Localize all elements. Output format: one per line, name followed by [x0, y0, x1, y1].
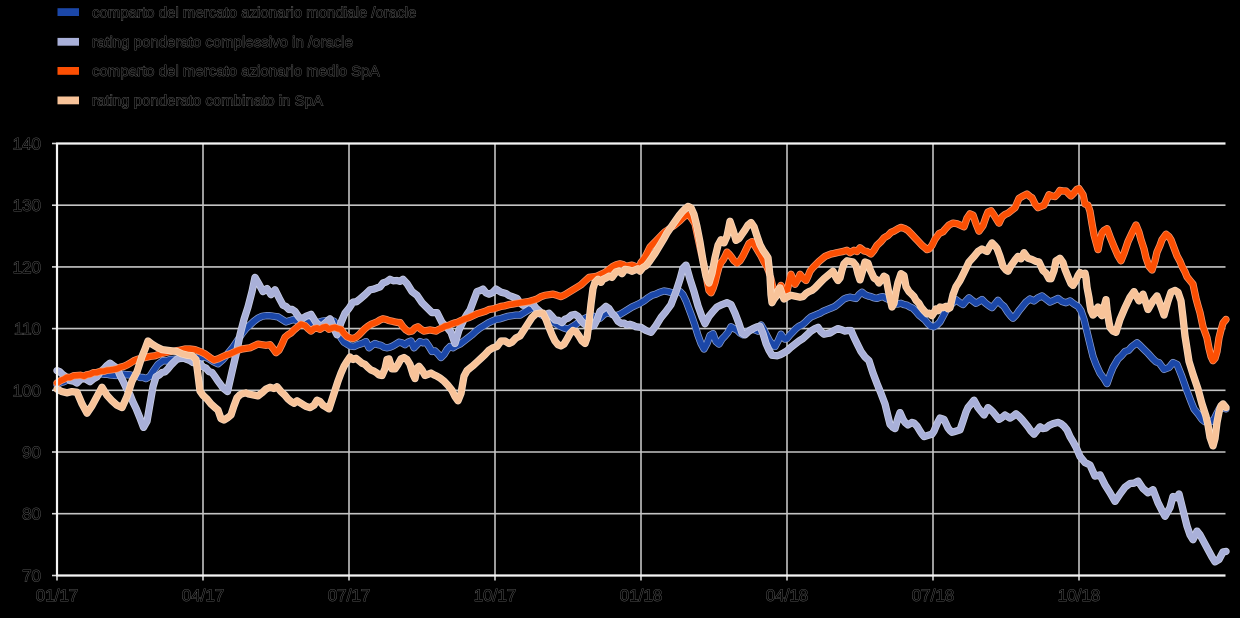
- svg-text:04/17: 04/17: [182, 586, 225, 605]
- svg-text:01/17: 01/17: [36, 586, 79, 605]
- svg-text:140: 140: [13, 135, 41, 154]
- svg-text:rating ponderato complessivo i: rating ponderato complessivo in /oracle: [92, 34, 353, 51]
- svg-text:120: 120: [13, 258, 41, 277]
- svg-text:01/18: 01/18: [620, 586, 663, 605]
- svg-text:110: 110: [14, 320, 41, 339]
- svg-text:70: 70: [22, 567, 41, 586]
- svg-text:100: 100: [13, 381, 41, 400]
- svg-text:130: 130: [13, 196, 41, 215]
- svg-text:comparto del mercato azionario: comparto del mercato azionario medio SpA: [92, 63, 380, 80]
- svg-text:80: 80: [22, 505, 41, 524]
- svg-text:10/18: 10/18: [1058, 586, 1101, 605]
- svg-text:07/18: 07/18: [912, 586, 955, 605]
- svg-text:07/17: 07/17: [328, 586, 371, 605]
- svg-text:04/18: 04/18: [766, 586, 809, 605]
- svg-text:comparto del mercato azionario: comparto del mercato azionario mondiale …: [92, 4, 416, 21]
- svg-text:90: 90: [22, 443, 41, 462]
- svg-text:10/17: 10/17: [474, 586, 517, 605]
- svg-text:rating ponderato combinato in: rating ponderato combinato in SpA: [92, 93, 323, 110]
